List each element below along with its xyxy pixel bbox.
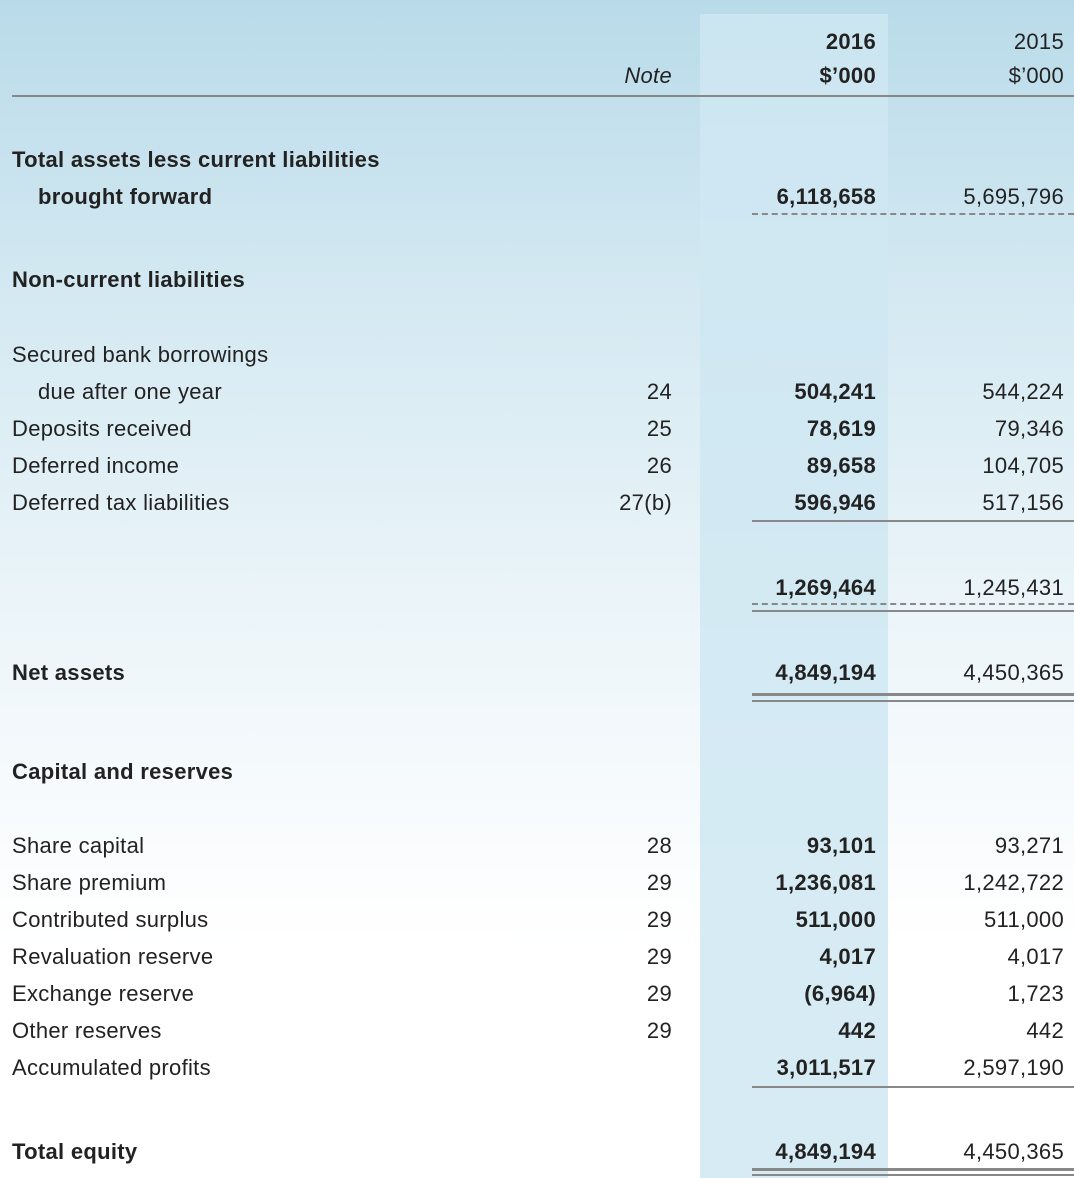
note: 29 bbox=[646, 1018, 672, 1043]
value-2016: 93,101 bbox=[806, 833, 876, 858]
note: 29 bbox=[646, 870, 672, 895]
row-label: Total equity bbox=[12, 1139, 138, 1164]
row-label: Total assets less current liabilities bbox=[12, 147, 380, 172]
row-label: Non-current liabilities bbox=[12, 267, 246, 292]
value-2016: 1,269,464 bbox=[775, 575, 876, 600]
row-label: Net assets bbox=[12, 660, 126, 685]
value-2016: 3,011,517 bbox=[776, 1055, 876, 1080]
row-label: Capital and reserves bbox=[12, 759, 234, 784]
note: 27(b) bbox=[619, 490, 672, 515]
value-2016: 89,658 bbox=[806, 453, 876, 478]
value-2015: 4,450,365 bbox=[963, 1139, 1064, 1164]
row-label: Deferred tax liabilities bbox=[12, 490, 230, 515]
unit-2015: $’000 bbox=[1008, 63, 1064, 88]
note: 29 bbox=[646, 907, 672, 932]
value-2015: 4,017 bbox=[1007, 944, 1064, 969]
value-2015: 104,705 bbox=[982, 453, 1064, 478]
note: 29 bbox=[646, 981, 672, 1006]
note: 25 bbox=[646, 416, 672, 441]
value-2016: 78,619 bbox=[806, 416, 876, 441]
value-2016: 6,118,658 bbox=[776, 184, 876, 209]
value-2016: 596,946 bbox=[794, 490, 876, 515]
note-header: Note bbox=[624, 63, 672, 88]
value-2015: 544,224 bbox=[982, 379, 1064, 404]
row-label: Other reserves bbox=[12, 1018, 162, 1043]
value-2015: 442 bbox=[1026, 1018, 1064, 1043]
row-label: Share capital bbox=[12, 833, 145, 858]
value-2015: 79,346 bbox=[994, 416, 1064, 441]
row-label: Contributed surplus bbox=[12, 907, 209, 932]
year-2015: 2015 bbox=[1013, 29, 1064, 54]
unit-2016: $’000 bbox=[819, 63, 876, 88]
note: 26 bbox=[646, 453, 672, 478]
row-label: due after one year bbox=[38, 379, 222, 404]
value-2015: 511,000 bbox=[984, 907, 1064, 932]
rule bbox=[752, 700, 1074, 702]
note: 29 bbox=[646, 944, 672, 969]
row-label: Deposits received bbox=[12, 416, 192, 441]
value-2016: 442 bbox=[838, 1018, 876, 1043]
note: 24 bbox=[646, 379, 672, 404]
rule bbox=[752, 213, 1074, 215]
rule bbox=[752, 603, 1074, 605]
value-2016: 4,849,194 bbox=[775, 660, 876, 685]
rule bbox=[752, 1086, 1074, 1088]
rule bbox=[12, 95, 1074, 97]
rule bbox=[752, 610, 1074, 612]
value-2015: 1,723 bbox=[1007, 981, 1064, 1006]
value-2015: 1,245,431 bbox=[963, 575, 1064, 600]
value-2015: 1,242,722 bbox=[963, 870, 1064, 895]
row-label: Share premium bbox=[12, 870, 167, 895]
value-2016: (6,964) bbox=[804, 981, 876, 1006]
value-2016: 4,849,194 bbox=[775, 1139, 876, 1164]
row-label: Revaluation reserve bbox=[12, 944, 214, 969]
rule bbox=[752, 1174, 1074, 1176]
value-2015: 93,271 bbox=[994, 833, 1064, 858]
value-2015: 5,695,796 bbox=[963, 184, 1064, 209]
rule bbox=[752, 693, 1074, 696]
row-label: Deferred income bbox=[12, 453, 180, 478]
value-2015: 2,597,190 bbox=[963, 1055, 1064, 1080]
row-label: Accumulated profits bbox=[12, 1055, 211, 1080]
value-2015: 4,450,365 bbox=[963, 660, 1064, 685]
value-2015: 517,156 bbox=[982, 490, 1064, 515]
value-2016: 511,000 bbox=[795, 907, 876, 932]
note: 28 bbox=[646, 833, 672, 858]
row-label: brought forward bbox=[38, 184, 213, 209]
row-label: Secured bank borrowings bbox=[12, 342, 269, 367]
highlight-column bbox=[700, 14, 888, 1178]
rule bbox=[752, 520, 1074, 522]
rule bbox=[752, 1168, 1074, 1171]
value-2016: 4,017 bbox=[819, 944, 876, 969]
value-2016: 504,241 bbox=[794, 379, 876, 404]
value-2016: 1,236,081 bbox=[775, 870, 876, 895]
row-label: Exchange reserve bbox=[12, 981, 195, 1006]
year-2016: 2016 bbox=[825, 29, 876, 54]
